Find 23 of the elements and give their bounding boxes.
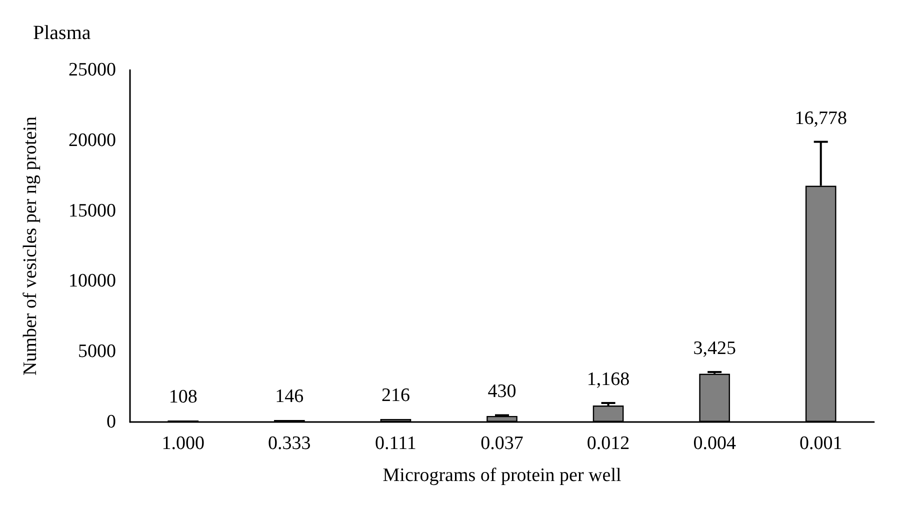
data-label: 430 <box>488 381 516 402</box>
data-label: 3,425 <box>693 338 736 360</box>
x-tick-label: 0.001 <box>799 433 842 454</box>
x-tick-label: 0.333 <box>268 433 311 454</box>
y-tick-label: 20000 <box>68 130 116 151</box>
y-tick-label: 10000 <box>68 270 116 292</box>
data-label: 108 <box>168 386 198 408</box>
x-axis-title: Micrograms of protein per well <box>382 465 622 486</box>
y-tick-label: 25000 <box>68 60 116 80</box>
data-label: 146 <box>275 386 304 407</box>
x-tick-label: 1.000 <box>162 433 205 454</box>
y-tick-label: 15000 <box>68 200 116 222</box>
x-tick-label: 0.004 <box>693 433 736 454</box>
data-label: 16,778 <box>794 108 847 129</box>
y-axis-title: Number of vesicles per ng protein <box>20 116 41 376</box>
y-tick-label: 5000 <box>78 341 116 362</box>
chart-title: Plasma <box>33 22 91 44</box>
x-tick-label: 0.037 <box>480 433 524 454</box>
data-label: 216 <box>381 384 410 406</box>
x-tick-label: 0.111 <box>375 433 416 454</box>
x-tick-label: 0.012 <box>586 433 630 454</box>
data-label: 1,168 <box>586 368 630 390</box>
y-tick-label: 0 <box>106 412 116 432</box>
